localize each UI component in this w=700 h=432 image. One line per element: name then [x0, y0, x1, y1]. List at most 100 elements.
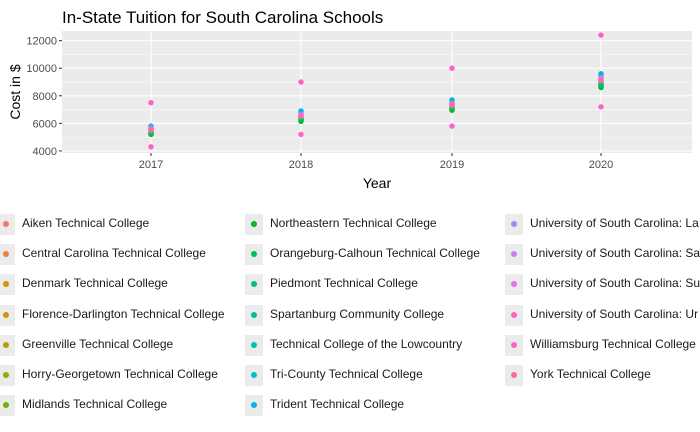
legend-key-dot — [251, 311, 257, 318]
legend-key-dot — [251, 281, 257, 288]
legend-item: Northeastern Technical College — [245, 214, 495, 236]
data-point — [449, 102, 455, 109]
legend-label: University of South Carolina: La — [530, 216, 699, 230]
legend-key-dot — [3, 341, 9, 348]
legend-key-dot — [3, 251, 9, 258]
legend-key — [245, 365, 263, 386]
legend-label: Central Carolina Technical College — [22, 246, 206, 261]
y-tick-label: 12000 — [26, 36, 57, 48]
x-tick-label: 2018 — [289, 159, 313, 171]
legend-key — [245, 395, 263, 417]
legend-key — [505, 274, 523, 296]
y-axis: 4000 6000 8000 10000 12000 — [26, 36, 62, 158]
legend-label: Technical College of the Lowcountry — [270, 336, 463, 351]
legend-key — [245, 304, 263, 326]
legend-label: Horry-Georgetown Technical College — [22, 367, 218, 381]
legend-item: University of South Carolina: La — [505, 214, 700, 236]
legend-item: Central Carolina Technical College — [0, 244, 247, 266]
legend-key-dot — [511, 281, 517, 288]
legend-label: York Technical College — [530, 367, 651, 381]
legend-key-dot — [251, 372, 257, 378]
x-axis: 2017 2018 2019 2020 — [139, 153, 613, 171]
legend-label: Florence-Darlington Technical College — [22, 306, 225, 321]
legend-key — [0, 274, 15, 296]
legend-item: Orangeburg-Calhoun Technical College — [245, 244, 495, 266]
data-point — [298, 131, 304, 138]
legend-item: Williamsburg Technical College — [505, 334, 700, 357]
legend-item: University of South Carolina: Su — [505, 274, 700, 296]
legend-item: University of South Carolina: Sa — [505, 244, 700, 266]
data-point — [298, 113, 304, 120]
legend-label: Greenville Technical College — [22, 336, 174, 351]
legend-key — [245, 244, 263, 266]
legend-key — [505, 304, 523, 326]
legend-item: Technical College of the Lowcountry — [245, 334, 495, 357]
legend-key — [0, 395, 15, 417]
legend-key — [245, 334, 263, 356]
x-tick-label: 2020 — [589, 159, 613, 171]
data-point — [598, 32, 604, 38]
data-point — [598, 104, 604, 110]
legend-key-dot — [3, 402, 9, 409]
legend-item: York Technical College — [505, 365, 700, 387]
legend-label: Trident Technical College — [270, 397, 405, 412]
legend-key — [505, 244, 523, 266]
legend-key — [245, 214, 263, 235]
legend-key — [0, 365, 15, 386]
legend-key — [505, 365, 523, 386]
legend-label: Northeastern Technical College — [270, 216, 437, 230]
legend-key-dot — [511, 311, 517, 318]
legend-key — [0, 244, 15, 266]
legend-item: Florence-Darlington Technical College — [0, 304, 247, 327]
legend-key — [0, 334, 15, 356]
legend-key-dot — [511, 251, 517, 258]
data-point — [148, 144, 154, 150]
data-point — [148, 99, 154, 106]
data-point — [449, 65, 455, 71]
legend-key-dot — [251, 221, 257, 227]
data-point — [148, 127, 154, 133]
legend-key-dot — [251, 251, 257, 258]
plot-panel — [62, 31, 692, 153]
legend-item: Midlands Technical College — [0, 395, 247, 417]
legend-item: Tri-County Technical College — [245, 365, 495, 387]
legend-label: University of South Carolina: Ur — [530, 306, 699, 321]
legend-item: Piedmont Technical College — [245, 274, 495, 296]
legend-label: University of South Carolina: Sa — [530, 246, 700, 261]
x-tick-label: 2017 — [139, 159, 163, 171]
x-tick-label: 2019 — [440, 159, 464, 171]
legend-key-dot — [3, 311, 9, 318]
legend-key — [0, 214, 15, 235]
y-tick-label: 8000 — [33, 91, 57, 103]
legend-label: Aiken Technical College — [22, 216, 150, 230]
legend-label: Tri-County Technical College — [270, 367, 423, 381]
data-point — [449, 123, 455, 129]
legend-key-dot — [511, 221, 517, 227]
legend-label: Williamsburg Technical College — [530, 336, 696, 351]
legend-key-dot — [251, 341, 257, 348]
legend-key — [505, 334, 523, 356]
y-axis-label: Cost in $ — [7, 64, 23, 119]
legend-label: Spartanburg Community College — [270, 306, 445, 321]
data-point — [598, 71, 604, 77]
legend-item: University of South Carolina: Ur — [505, 304, 700, 327]
legend-key-dot — [251, 402, 257, 409]
legend-item: Horry-Georgetown Technical College — [0, 365, 247, 387]
legend-key — [245, 274, 263, 296]
legend-label: Piedmont Technical College — [270, 276, 418, 291]
y-tick-label: 4000 — [33, 146, 57, 158]
legend-item: Aiken Technical College — [0, 214, 247, 236]
data-points — [148, 32, 604, 150]
legend-item: Denmark Technical College — [0, 274, 247, 296]
legend-label: Orangeburg-Calhoun Technical College — [270, 246, 480, 261]
chart-title: In-State Tuition for South Carolina Scho… — [62, 8, 383, 27]
legend-label: Denmark Technical College — [22, 276, 168, 291]
legend-item: Trident Technical College — [245, 395, 495, 417]
legend-label: Midlands Technical College — [22, 397, 168, 412]
legend-key-dot — [3, 372, 9, 378]
legend-key — [505, 214, 523, 235]
legend-label: University of South Carolina: Su — [530, 276, 700, 291]
data-point — [598, 77, 604, 84]
y-tick-label: 10000 — [26, 63, 57, 75]
data-point — [298, 79, 304, 85]
